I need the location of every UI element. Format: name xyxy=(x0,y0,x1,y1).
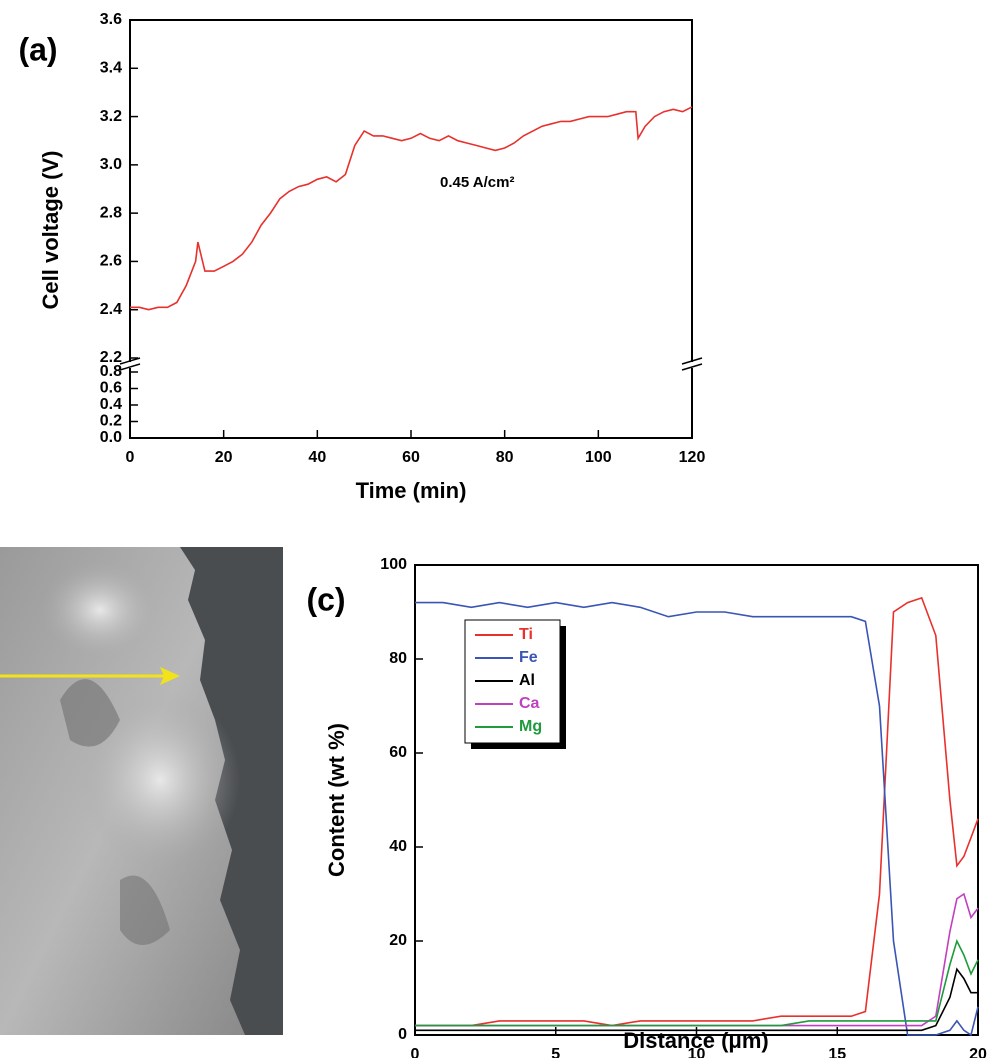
y-tick-label: 0.4 xyxy=(100,396,122,413)
x-tick-label: 80 xyxy=(496,449,514,466)
y-tick-label: 0.0 xyxy=(100,429,122,446)
axis-break xyxy=(119,363,141,371)
x-tick-label: 0 xyxy=(126,449,135,466)
y-tick-label: 0.2 xyxy=(100,413,122,430)
legend-label: Mg xyxy=(519,718,542,735)
x-tick-label: 20 xyxy=(969,1046,987,1058)
plot-frame xyxy=(129,19,693,439)
legend-label: Ti xyxy=(519,626,533,643)
y-tick-label: 2.8 xyxy=(100,204,122,221)
x-tick-label: 10 xyxy=(688,1046,706,1058)
data-line xyxy=(415,938,979,1027)
x-tick-label: 100 xyxy=(585,449,612,466)
data-line xyxy=(415,596,979,1027)
panel-label: (a) xyxy=(18,31,57,67)
axis-break xyxy=(681,357,703,365)
x-tick-label: 120 xyxy=(679,449,706,466)
y-axis-title: Content (wt %) xyxy=(324,723,349,877)
data-line xyxy=(415,892,979,1027)
y-tick-label: 2.2 xyxy=(100,349,122,366)
y-tick-label: 0.6 xyxy=(100,380,122,397)
y-tick-label: 2.6 xyxy=(100,253,122,270)
x-axis-title: Time (min) xyxy=(356,478,467,503)
y-tick-label: 40 xyxy=(389,838,407,855)
y-tick-label: 3.4 xyxy=(100,60,122,77)
annotation: 0.45 A/cm² xyxy=(440,174,514,191)
y-tick-label: 0 xyxy=(398,1026,407,1043)
axis-break xyxy=(681,363,703,371)
legend-label: Ca xyxy=(519,695,540,712)
x-tick-label: 15 xyxy=(828,1046,846,1058)
y-tick-label: 3.2 xyxy=(100,108,122,125)
x-axis-title: Distance (μm) xyxy=(623,1028,769,1053)
x-tick-label: 5 xyxy=(551,1046,560,1058)
x-tick-label: 60 xyxy=(402,449,420,466)
y-tick-label: 0.8 xyxy=(100,363,122,380)
y-tick-label: 80 xyxy=(389,650,407,667)
legend-label: Fe xyxy=(519,649,538,666)
y-tick-label: 3.6 xyxy=(100,11,122,28)
axis-break xyxy=(119,357,141,365)
y-tick-label: 60 xyxy=(389,744,407,761)
axis-break xyxy=(124,362,136,368)
y-tick-label: 3.0 xyxy=(100,156,122,173)
data-line xyxy=(415,967,978,1032)
data-line xyxy=(130,106,693,311)
y-tick-label: 100 xyxy=(380,556,407,573)
sem-image xyxy=(0,547,283,1035)
axis-break xyxy=(686,362,698,368)
x-tick-label: 40 xyxy=(308,449,326,466)
panel-label: (c) xyxy=(306,581,345,617)
x-tick-label: 20 xyxy=(215,449,233,466)
y-tick-label: 20 xyxy=(389,932,407,949)
data-line xyxy=(415,601,979,1037)
y-tick-label: 2.4 xyxy=(100,301,122,318)
y-axis-title: Cell voltage (V) xyxy=(38,151,63,310)
x-tick-label: 0 xyxy=(411,1046,420,1058)
legend-label: Al xyxy=(519,672,535,689)
